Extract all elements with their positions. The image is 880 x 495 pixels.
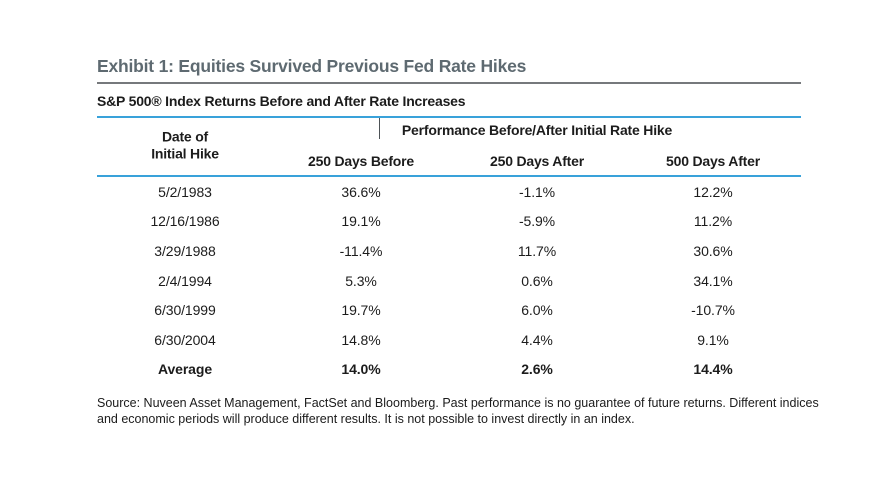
source-note-line2: and economic periods will produce differ…	[97, 411, 635, 426]
date-cell: 5/2/1983	[158, 183, 212, 200]
average-value-cell: 2.6%	[521, 361, 553, 378]
value-cell: 4.4%	[521, 331, 553, 348]
value-cell: 30.6%	[693, 242, 733, 259]
date-cell: 6/30/2004	[154, 331, 216, 348]
value-cell: 19.7%	[341, 302, 381, 319]
value-cell: 11.2%	[693, 213, 733, 230]
table-row: 6/30/2004 14.8% 4.4% 9.1%	[97, 325, 801, 355]
value-cell: 9.1%	[697, 331, 729, 348]
table-body: 5/2/1983 36.6% -1.1% 12.2% 12/16/1986 19…	[97, 177, 801, 384]
table-header: Performance Before/After Initial Rate Hi…	[97, 118, 801, 175]
date-cell: 6/30/1999	[154, 302, 216, 319]
source-note: Source: Nuveen Asset Management, FactSet…	[97, 396, 819, 427]
value-cell: 6.0%	[521, 302, 553, 319]
date-column-header: Date of Initial Hike	[97, 128, 273, 162]
source-note-line1: Source: Nuveen Asset Management, FactSet…	[97, 396, 819, 411]
exhibit-title: Exhibit 1: Equities Survived Previous Fe…	[97, 56, 527, 76]
column-header-250-days-before: 250 Days Before	[308, 153, 414, 169]
value-cell: 12.2%	[693, 183, 733, 200]
table-row: 12/16/1986 19.1% -5.9% 11.2%	[97, 207, 801, 237]
average-label-cell: Average	[157, 361, 213, 378]
date-column-header-line2: Initial Hike	[151, 145, 219, 162]
value-cell: -10.7%	[691, 302, 735, 319]
date-column-header-line1: Date of	[161, 128, 209, 145]
column-header-250-days-after: 250 Days After	[490, 153, 584, 169]
table-row: 2/4/1994 5.3% 0.6% 34.1%	[97, 266, 801, 296]
value-cell: -1.1%	[518, 183, 556, 200]
table-row: 3/29/1988 -11.4% 11.7% 30.6%	[97, 236, 801, 266]
table-top-rule	[97, 116, 801, 118]
value-cell: 36.6%	[341, 183, 381, 200]
exhibit-subtitle: S&P 500® Index Returns Before and After …	[97, 93, 466, 109]
date-cell: 2/4/1994	[158, 272, 212, 289]
average-value-cell: 14.0%	[341, 361, 381, 378]
header-divider	[378, 118, 381, 139]
value-cell: 14.8%	[341, 331, 381, 348]
table-row: 5/2/1983 36.6% -1.1% 12.2%	[97, 177, 801, 207]
date-cell: 3/29/1988	[154, 242, 216, 259]
date-cell: 12/16/1986	[150, 213, 220, 230]
value-cell: 5.3%	[345, 272, 377, 289]
performance-group-header: Performance Before/After Initial Rate Hi…	[401, 122, 673, 138]
value-cell: 0.6%	[521, 272, 553, 289]
header-bottom-rule	[97, 175, 801, 177]
exhibit-content: Exhibit 1: Equities Survived Previous Fe…	[97, 54, 819, 427]
value-cell: -11.4%	[339, 242, 383, 259]
value-cell: 34.1%	[693, 272, 733, 289]
average-row: Average 14.0% 2.6% 14.4%	[97, 355, 801, 385]
table-row: 6/30/1999 19.7% 6.0% -10.7%	[97, 295, 801, 325]
average-value-cell: 14.4%	[693, 361, 733, 378]
value-cell: 19.1%	[341, 213, 381, 230]
value-cell: 11.7%	[517, 242, 557, 259]
title-rule	[97, 82, 801, 84]
value-cell: -5.9%	[518, 213, 556, 230]
column-header-500-days-after: 500 Days After	[666, 153, 760, 169]
